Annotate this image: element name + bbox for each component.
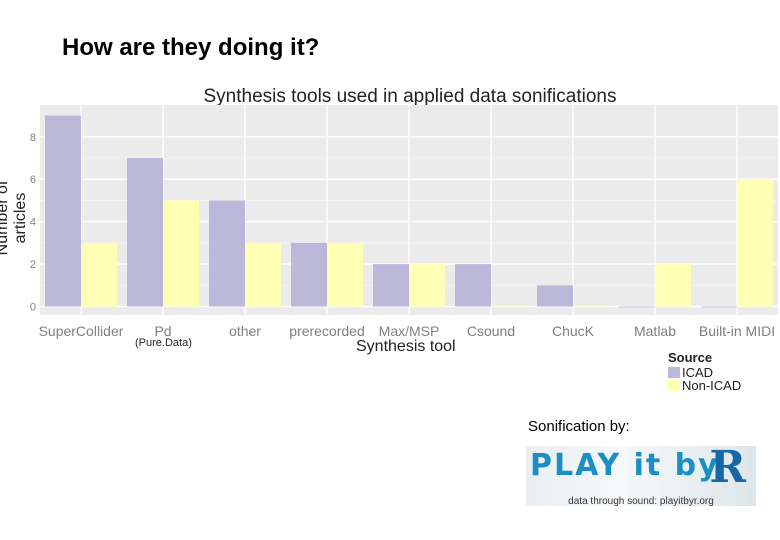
bar-non-icad <box>245 242 281 307</box>
playitbyr-logo: PLAY it by R data through sound: playitb… <box>526 446 756 506</box>
legend-label-icad: ICAD <box>682 365 714 380</box>
bars <box>45 115 773 308</box>
bar-non-icad <box>327 242 363 307</box>
bar-non-icad <box>573 306 609 308</box>
legend-label-non-icad: Non-ICAD <box>682 378 742 393</box>
legend-item-non-icad: Non-ICAD <box>668 378 742 393</box>
credit-label: Sonification by: <box>528 418 630 435</box>
slide-title: How are they doing it? <box>62 34 320 61</box>
x-tick-label: Matlab <box>634 323 676 339</box>
chart-title: Synthesis tools used in applied data son… <box>203 86 617 107</box>
bar-icad <box>209 200 245 307</box>
x-tick-label: Csound <box>467 323 515 339</box>
logo-r-letter: R <box>709 446 746 493</box>
bar-non-icad <box>163 200 199 307</box>
pd-note: (Pure.Data) <box>135 337 192 349</box>
bar-icad <box>127 158 163 307</box>
logo-main-text: PLAY it by <box>530 448 720 483</box>
legend: Source ICAD Non-ICAD <box>668 350 742 393</box>
y-tick-label: 2 <box>30 259 36 271</box>
legend-swatch-non-icad <box>668 380 680 391</box>
x-axis-label: Synthesis tool <box>356 338 456 355</box>
x-tick-label: Max/MSP <box>379 323 440 339</box>
x-tick-label: prerecorded <box>289 323 365 339</box>
bar-non-icad <box>491 306 527 308</box>
bar-icad <box>291 242 327 307</box>
y-tick-label: 8 <box>30 132 36 144</box>
x-tick-label: ChucK <box>552 323 595 339</box>
x-tick-label: Built-in MIDI <box>699 323 775 339</box>
x-tick-label: Pd <box>154 323 171 339</box>
logo-tagline: data through sound: playitbyr.org <box>568 496 714 506</box>
bar-non-icad <box>737 179 773 307</box>
bar-icad <box>373 264 409 307</box>
bar-icad <box>701 306 737 308</box>
legend-swatch-icad <box>668 367 680 378</box>
y-tick-label: 6 <box>30 174 36 186</box>
legend-item-icad: ICAD <box>668 365 741 380</box>
tick-labels: 0 2 4 6 8 SuperCollider Pd other prerecorded Max/… <box>30 132 775 339</box>
bar-icad <box>537 285 573 307</box>
x-tick-label: SuperCollider <box>39 323 124 339</box>
bar-non-icad <box>409 264 445 307</box>
bar-icad <box>455 264 491 307</box>
legend-title: Source <box>668 350 713 365</box>
x-tick-label: other <box>229 323 261 339</box>
bar-icad <box>45 115 81 307</box>
bar-non-icad <box>81 242 117 307</box>
bar-icad <box>619 306 655 308</box>
y-tick-label: 0 <box>30 302 36 314</box>
bar-non-icad <box>655 264 691 307</box>
y-tick-label: 4 <box>30 217 36 229</box>
